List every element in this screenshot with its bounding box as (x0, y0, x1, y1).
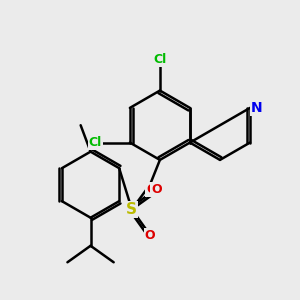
Text: O: O (145, 230, 155, 242)
Text: Cl: Cl (88, 136, 102, 149)
Text: O: O (151, 183, 162, 196)
Text: S: S (126, 202, 137, 217)
Text: O: O (146, 183, 157, 196)
Text: Cl: Cl (153, 53, 167, 66)
Text: N: N (251, 101, 262, 115)
